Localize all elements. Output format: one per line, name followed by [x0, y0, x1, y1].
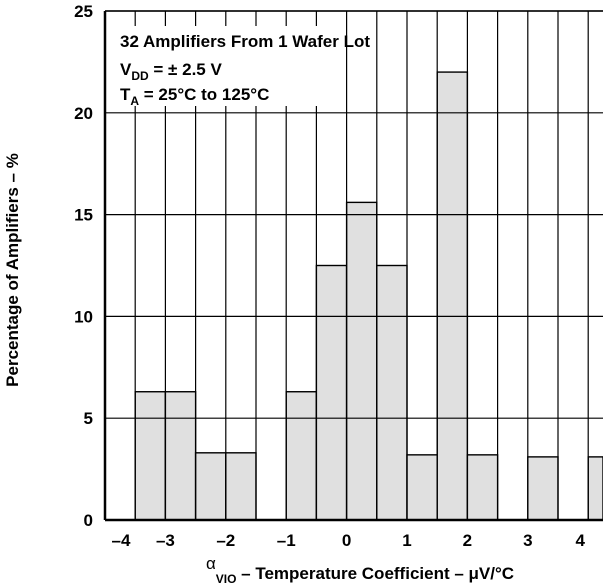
x-axis-title: αVIO – Temperature Coefficient – μV/°C — [206, 554, 514, 584]
annotation-line-1: 32 Amplifiers From 1 Wafer Lot — [120, 32, 370, 51]
bars-layer — [134, 71, 603, 521]
x-tick-label-1: –3 — [156, 531, 175, 550]
histogram-bar-14 — [527, 456, 559, 521]
y-tick-label-1: 5 — [84, 409, 93, 428]
y-tick-label-0: 0 — [84, 511, 93, 530]
histogram-bar-10 — [406, 454, 438, 521]
y-tick-label-3: 15 — [74, 206, 93, 225]
y-tick-label-2: 10 — [74, 307, 93, 326]
histogram-bar-11 — [436, 71, 469, 521]
x-tick-label-5: 1 — [402, 531, 411, 550]
annotation-line-3: TA = 25°C to 125°C — [120, 85, 269, 108]
x-tick-label-0: –4 — [112, 531, 131, 550]
histogram-bar-3 — [194, 452, 227, 521]
y-tick-label-4: 20 — [74, 104, 93, 123]
annotation-line-2: VDD = ± 2.5 V — [120, 60, 222, 83]
x-tick-label-4: 0 — [342, 531, 351, 550]
x-tick-label-8: 4 — [575, 531, 585, 550]
y-tick-label-5: 25 — [74, 2, 93, 21]
y-tick-labels: 0 5 10 15 20 25 — [74, 2, 93, 530]
histogram-bar-7 — [315, 264, 348, 521]
x-tick-label-3: –1 — [277, 531, 296, 550]
histogram-bar-9 — [376, 264, 408, 521]
histogram-bar-8 — [345, 201, 378, 521]
histogram-bar-1 — [134, 391, 167, 521]
plot-frame — [103, 10, 603, 522]
histogram-bar-12 — [466, 454, 499, 521]
histogram-bar-4 — [225, 452, 257, 521]
y-axis-title: Percentage of Amplifiers – % — [3, 153, 22, 387]
x-tick-label-2: –2 — [216, 531, 235, 550]
x-tick-label-7: 3 — [523, 531, 532, 550]
histogram-bar-2 — [164, 391, 197, 521]
histogram-bar-6 — [285, 391, 318, 521]
histogram-bar-16 — [587, 456, 603, 521]
x-tick-labels: –4 –3 –2 –1 0 1 2 3 4 — [112, 531, 586, 550]
annotation-background — [110, 26, 343, 106]
x-tick-label-6: 2 — [463, 531, 472, 550]
